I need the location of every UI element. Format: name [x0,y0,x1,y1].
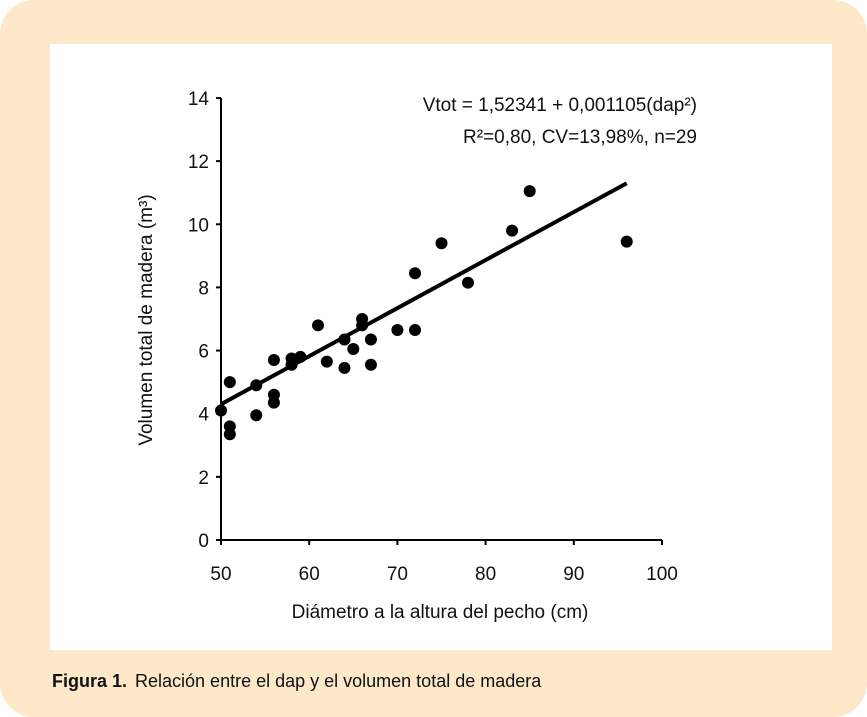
y-tick-label: 6 [198,342,209,363]
y-tick-label: 2 [198,468,209,489]
data-point [409,267,422,280]
data-point [364,358,377,371]
annotation: R²=0,80, CV=13,98%, n=29 [463,127,697,148]
y-tick-label: 10 [188,215,209,236]
data-point [267,354,280,367]
data-point [320,355,333,368]
data-point [391,324,404,337]
caption-text: Relación entre el dap y el volumen total… [135,671,542,691]
fit-line [220,181,628,406]
annotation: Vtot = 1,52341 + 0,001105(dap²) [423,95,697,116]
y-tick-label: 14 [188,89,210,110]
x-axis-label: Diámetro a la altura del pecho (cm) [292,602,589,623]
y-axis-label: Volumen total de madera (m³) [136,194,157,445]
data-point [409,324,422,337]
data-point [338,361,351,374]
caption: Figura 1. Relación entre el dap y el volu… [52,671,541,692]
y-tick-label: 0 [198,531,209,552]
data-point [347,342,360,355]
x-tick-label: 70 [387,564,408,585]
caption-label: Figura 1. [52,671,128,691]
data-point [435,237,448,250]
x-tick-label: 90 [563,564,584,585]
y-tick-label: 8 [198,278,209,299]
data-point [215,404,227,417]
chart-panel [50,44,832,650]
x-tick-label: 60 [299,564,320,585]
data-point [312,319,325,332]
data-point [267,396,280,409]
x-tick-label: 50 [210,564,231,585]
data-point [364,333,377,346]
x-tick-label: 80 [475,564,496,585]
data-point [223,376,236,389]
data-point [223,428,236,441]
y-tick-label: 12 [188,152,209,173]
data-point [523,185,536,198]
y-tick-label: 4 [198,405,209,426]
x-tick-label: 100 [646,564,678,585]
data-point [620,235,633,248]
data-point [506,224,519,237]
data-point [250,409,263,422]
data-point [461,276,474,289]
